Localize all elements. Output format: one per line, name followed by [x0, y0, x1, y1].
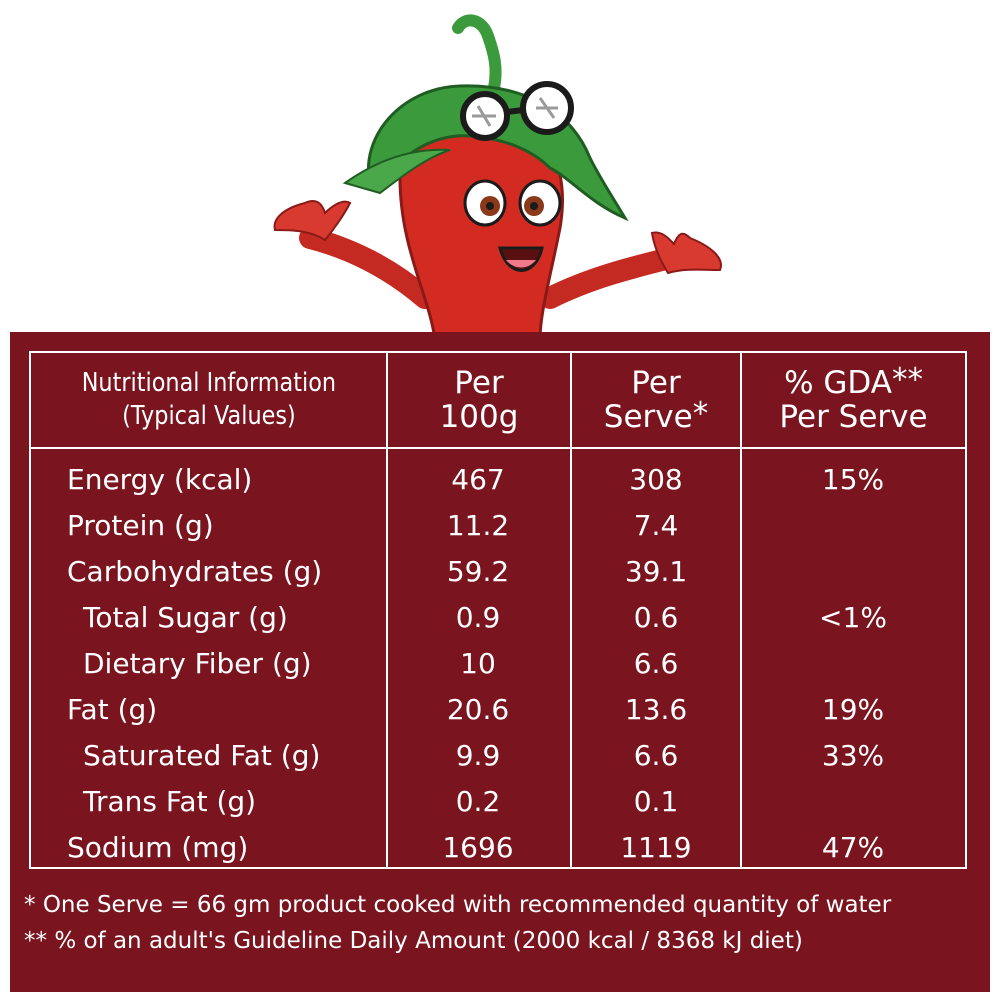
header-per-100g: Per 100g	[388, 353, 570, 447]
table-row: Sodium (mg) 1696 1119 47%	[31, 825, 965, 871]
header-nutritional-information: Nutritional Information (Typical Values)	[31, 353, 386, 447]
table-row: Dietary Fiber (g) 10 6.6	[31, 641, 965, 687]
row-gda: 47%	[821, 831, 885, 864]
header-col1-line1: Nutritional Information	[81, 368, 336, 398]
footnote-mark: *	[24, 892, 36, 918]
header-col2-line2: 100g	[439, 399, 519, 435]
header-col4-mark: **	[891, 362, 923, 398]
footnote-serve: * One Serve = 66 gm product cooked with …	[24, 892, 891, 918]
table-row: Energy (kcal) 467 308 15%	[31, 457, 965, 503]
header-col3-text: Serve	[603, 399, 693, 435]
row-per-100g: 0.2	[455, 785, 501, 818]
row-per-serve: 7.4	[633, 509, 679, 542]
row-label: Total Sugar (g)	[83, 601, 288, 634]
header-col4-line2: Per Serve	[779, 399, 928, 435]
footnote-text: One Serve = 66 gm product cooked with re…	[42, 892, 892, 918]
row-per-100g: 0.9	[455, 601, 501, 634]
row-per-serve: 0.6	[633, 601, 679, 634]
header-col1-line2: (Typical Values)	[121, 401, 296, 431]
header-per-serve: Per Serve*	[572, 353, 740, 447]
chili-pepper-mascot-icon	[273, 14, 722, 340]
header-col3-line1: Per	[631, 365, 681, 401]
row-label: Protein (g)	[67, 509, 214, 542]
column-divider	[386, 353, 388, 867]
table-row: Total Sugar (g) 0.9 0.6 <1%	[31, 595, 965, 641]
table-row: Protein (g) 11.2 7.4	[31, 503, 965, 549]
row-per-100g: 1696	[442, 831, 514, 864]
column-divider	[740, 353, 742, 867]
row-label: Trans Fat (g)	[83, 785, 257, 818]
row-per-100g: 467	[451, 463, 505, 496]
column-divider	[570, 353, 572, 867]
row-per-serve: 6.6	[633, 647, 679, 680]
row-gda: <1%	[819, 601, 887, 634]
row-per-serve: 308	[629, 463, 683, 496]
row-per-serve: 1119	[620, 831, 692, 864]
row-per-100g: 11.2	[446, 509, 510, 542]
table-row: Fat (g) 20.6 13.6 19%	[31, 687, 965, 733]
header-col2-line1: Per	[454, 365, 504, 401]
row-gda: 33%	[821, 739, 885, 772]
header-gda-per-serve: % GDA** Per Serve	[742, 353, 965, 447]
table-row: Carbohydrates (g) 59.2 39.1	[31, 549, 965, 595]
row-per-100g: 10	[460, 647, 496, 680]
row-per-100g: 20.6	[446, 693, 510, 726]
row-label: Energy (kcal)	[67, 463, 253, 496]
row-per-serve: 39.1	[624, 555, 688, 588]
row-label: Saturated Fat (g)	[83, 739, 321, 772]
row-per-serve: 0.1	[633, 785, 679, 818]
row-per-100g: 9.9	[455, 739, 501, 772]
nutrition-table: Nutritional Information (Typical Values)…	[29, 351, 967, 869]
row-per-serve: 6.6	[633, 739, 679, 772]
header-col4-text: % GDA	[784, 365, 892, 401]
header-col3-line2: Serve*	[603, 397, 708, 435]
table-row: Saturated Fat (g) 9.9 6.6 33%	[31, 733, 965, 779]
row-label: Carbohydrates (g)	[67, 555, 323, 588]
row-gda: 19%	[821, 693, 885, 726]
header-divider	[31, 447, 965, 449]
header-col4-line1: % GDA**	[784, 363, 923, 401]
footnote-mark: **	[24, 928, 47, 954]
footnote-text: % of an adult's Guideline Daily Amount (…	[54, 928, 803, 954]
row-label: Fat (g)	[67, 693, 158, 726]
footnote-gda: ** % of an adult's Guideline Daily Amoun…	[24, 928, 803, 954]
row-per-100g: 59.2	[446, 555, 510, 588]
row-label: Sodium (mg)	[67, 831, 249, 864]
header-col3-mark: *	[692, 396, 709, 432]
row-label: Dietary Fiber (g)	[83, 647, 312, 680]
table-row: Trans Fat (g) 0.2 0.1	[31, 779, 965, 825]
row-per-serve: 13.6	[624, 693, 688, 726]
nutrition-panel: Nutritional Information (Typical Values)…	[10, 332, 990, 992]
row-gda: 15%	[821, 463, 885, 496]
